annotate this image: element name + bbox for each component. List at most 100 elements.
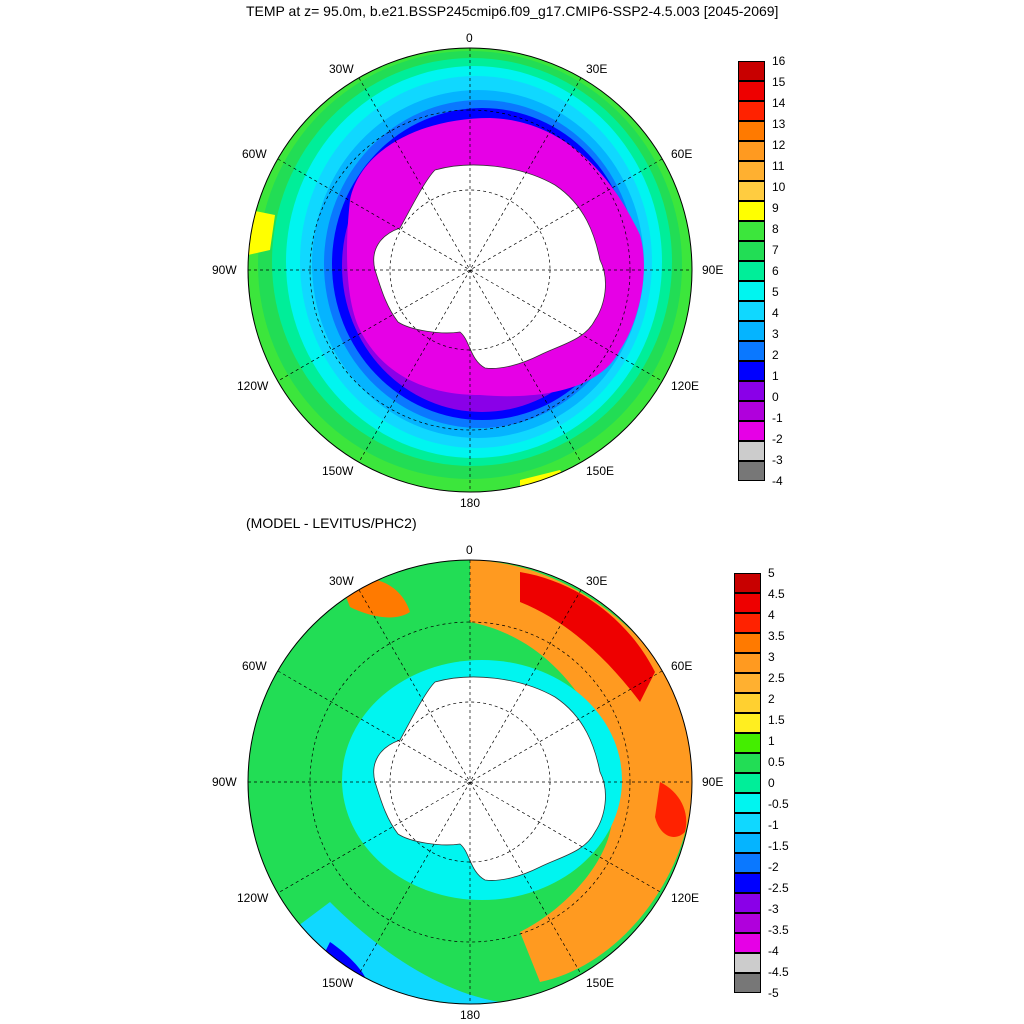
lon-label-30e-b: 30E [586, 574, 608, 588]
colorbar-bottom-swatch [734, 913, 761, 933]
colorbar-top-label: 11 [772, 159, 785, 173]
colorbar-bottom-label: -2 [768, 860, 779, 874]
plot-title: TEMP at z= 95.0m, b.e21.BSSP245cmip6.f09… [246, 3, 779, 19]
lon-label-120w-b: 120W [237, 891, 269, 905]
colorbar-bottom-swatch [734, 973, 761, 993]
colorbar-top-label: 7 [772, 243, 779, 257]
colorbar-top-label: 8 [772, 222, 779, 236]
colorbar-bottom-label: -5 [768, 986, 779, 1000]
lon-label-150w: 150W [322, 464, 354, 478]
colorbar-top-label: 3 [772, 327, 779, 341]
colorbar-top-swatch [738, 401, 765, 421]
colorbar-bottom-swatch [734, 793, 761, 813]
lon-label-60w: 60W [242, 147, 267, 161]
colorbar-top-label: -4 [772, 474, 783, 488]
colorbar-bottom-swatch [734, 633, 761, 653]
lon-label-30e: 30E [586, 62, 608, 76]
lon-label-30w-b: 30W [329, 574, 354, 588]
colorbar-top-label: 10 [772, 180, 786, 194]
colorbar-top-label: -2 [772, 432, 783, 446]
lon-label-30w: 30W [329, 62, 354, 76]
map-boundary [247, 47, 693, 493]
antarctica-bottom [373, 676, 606, 881]
colorbar-top-swatch [738, 241, 765, 261]
colorbar-top-swatch [738, 121, 765, 141]
colorbar-top-label: -1 [772, 411, 783, 425]
bottom-polar-map [247, 559, 693, 1005]
colorbar-bottom-swatch [734, 953, 761, 973]
graticule-bottom [248, 560, 692, 1004]
colorbar-bottom-label: -2.5 [768, 881, 789, 895]
colorbar-top-label: 6 [772, 264, 779, 278]
colorbar-top-swatch [738, 221, 765, 241]
lon-label-120e: 120E [671, 379, 700, 393]
graticule [248, 48, 692, 492]
colorbar-top-label: 0 [772, 390, 779, 404]
lon-label-60w-b: 60W [242, 659, 267, 673]
colorbar-top-swatch [738, 441, 765, 461]
colorbar-bottom-label: -4.5 [768, 965, 789, 979]
lon-label-60e: 60E [671, 147, 693, 161]
colorbar-bottom-swatch [734, 573, 761, 593]
colorbar-top-swatch [738, 461, 765, 481]
colorbar-bottom-swatch [734, 833, 761, 853]
colorbar-top-swatch [738, 381, 765, 401]
colorbar-bottom-label: -3 [768, 902, 779, 916]
colorbar-top-swatch [738, 261, 765, 281]
colorbar-top-swatch [738, 301, 765, 321]
lon-label-120w: 120W [237, 379, 269, 393]
lon-label-90e-b: 90E [702, 775, 724, 789]
colorbar-top-label: -3 [772, 453, 783, 467]
colorbar-bottom-label: 2 [768, 692, 775, 706]
colorbar-bottom-swatch [734, 613, 761, 633]
anom-cold-patch [325, 942, 365, 978]
colorbar-bottom-swatch [734, 813, 761, 833]
colorbar-top-swatch [738, 281, 765, 301]
colorbar-bottom-swatch [734, 893, 761, 913]
colorbar-bottom-label: 5 [768, 566, 775, 580]
colorbar-bottom-swatch [734, 853, 761, 873]
colorbar-bottom-label: -1 [768, 818, 779, 832]
colorbar-top-label: 15 [772, 75, 786, 89]
colorbar-top-label: 12 [772, 138, 786, 152]
colorbar-bottom-label: -1.5 [768, 839, 789, 853]
colorbar-bottom-swatch [734, 773, 761, 793]
colorbar-bottom-swatch [734, 713, 761, 733]
lon-label-150e-b: 150E [586, 976, 615, 990]
colorbar-bottom-swatch [734, 693, 761, 713]
lon-label-0: 0 [466, 31, 473, 45]
warm-patch-west [248, 210, 275, 255]
colorbar-top-swatch [738, 201, 765, 221]
colorbar-top-swatch [738, 101, 765, 121]
colorbar-bottom-label: -0.5 [768, 797, 789, 811]
lon-label-180-b: 180 [460, 1008, 481, 1022]
colorbar-top-swatch [738, 61, 765, 81]
anom-hot-ne [520, 572, 655, 702]
top-polar-map [247, 47, 693, 493]
colorbar-top [738, 61, 765, 481]
colorbar-top-label: 14 [772, 96, 786, 110]
colorbar-bottom [734, 573, 761, 993]
colorbar-top-label: 2 [772, 348, 779, 362]
colorbar-bottom-label: 0 [768, 776, 775, 790]
anom-cool-s [290, 902, 500, 1004]
colorbar-bottom-swatch [734, 653, 761, 673]
colorbar-top-swatch [738, 141, 765, 161]
colorbar-top-swatch [738, 321, 765, 341]
colorbar-top-label: 16 [772, 54, 786, 68]
colorbar-bottom-label: 0.5 [768, 755, 785, 769]
lon-label-150e: 150E [586, 464, 615, 478]
lon-label-180: 180 [460, 496, 481, 510]
lon-label-90w: 90W [212, 263, 237, 277]
lon-label-120e-b: 120E [671, 891, 700, 905]
colorbar-bottom-label: 1.5 [768, 713, 785, 727]
colorbar-top-swatch [738, 361, 765, 381]
colorbar-bottom-label: -4 [768, 944, 779, 958]
colorbar-bottom-label: 1 [768, 734, 775, 748]
colorbar-top-swatch [738, 421, 765, 441]
colorbar-top-label: 13 [772, 117, 786, 131]
lon-label-60e-b: 60E [671, 659, 693, 673]
colorbar-top-label: 4 [772, 306, 779, 320]
colorbar-bottom-swatch [734, 673, 761, 693]
colorbar-bottom-label: 2.5 [768, 671, 785, 685]
